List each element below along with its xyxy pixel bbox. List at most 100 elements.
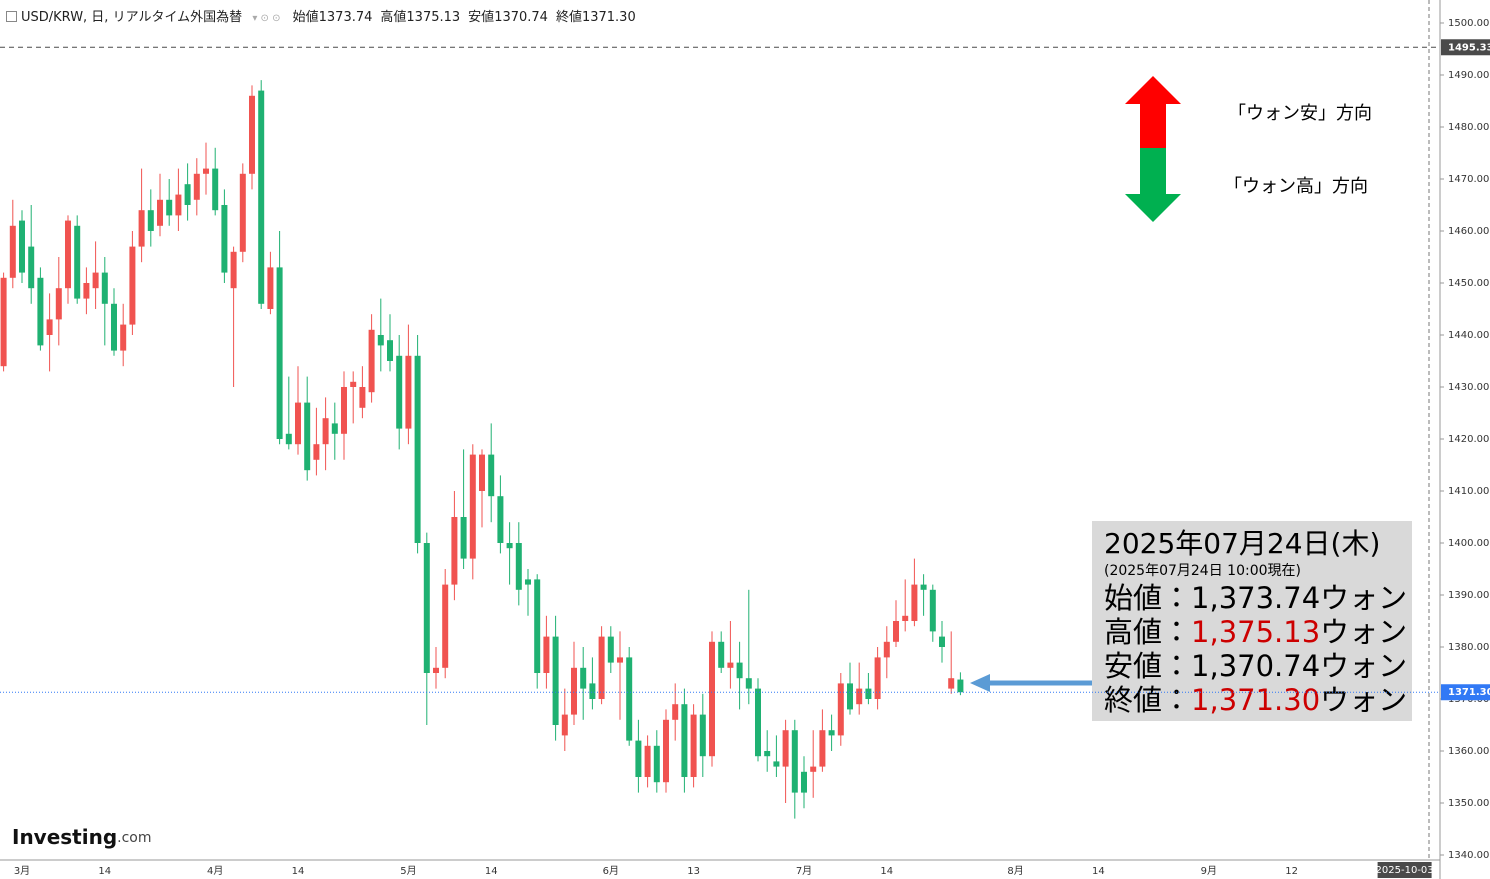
info-label: 安値 — [1104, 649, 1162, 683]
x-tick-label: 8月 — [1007, 865, 1023, 877]
y-tick-label: 1380.00 — [1448, 642, 1489, 653]
info-label: 高値 — [1104, 615, 1162, 649]
candle-body — [166, 199, 173, 216]
candle-body — [451, 516, 458, 585]
candle-body — [571, 667, 577, 715]
candle-body — [727, 662, 734, 668]
y-tick-label: 1400.00 — [1448, 538, 1489, 549]
candle-body — [488, 454, 495, 497]
candle-body — [837, 683, 844, 736]
info-unit: ウォン — [1320, 683, 1407, 717]
x-tick-label: 14 — [1092, 866, 1105, 877]
candle-body — [580, 667, 587, 689]
info-value: 1,370.74 — [1191, 649, 1320, 683]
candle-body — [828, 730, 835, 736]
info-note: (2025年07月24日 10:00現在) — [1104, 563, 1301, 579]
candle-body — [111, 303, 117, 351]
info-value: 1,375.13 — [1191, 615, 1320, 649]
candle-body — [902, 615, 909, 622]
icons[interactable]: ▾ ⊙ ⊙ — [252, 13, 281, 24]
x-tick-label: 5月 — [400, 865, 416, 877]
x-tick-label: 6月 — [603, 865, 619, 877]
candle-body — [193, 173, 200, 200]
candle-body — [911, 584, 918, 622]
candle-body — [203, 168, 209, 174]
candle-body — [782, 730, 789, 767]
down-arrow — [1125, 148, 1181, 222]
candle-body — [267, 267, 274, 309]
candle-body — [479, 454, 485, 491]
candle-body — [285, 433, 292, 445]
price-label-box — [1441, 39, 1490, 56]
candle-body — [65, 220, 71, 289]
candle-body — [423, 542, 430, 674]
y-tick-label: 1460.00 — [1448, 226, 1489, 237]
y-tick-label: 1480.00 — [1448, 122, 1489, 133]
quote-value: 1370.74 — [494, 10, 548, 25]
candle-body — [19, 220, 25, 273]
candle-body — [9, 225, 16, 278]
candle-body — [552, 636, 559, 726]
x-tick-label: 12 — [1285, 866, 1298, 877]
info-value: 1,373.74 — [1191, 581, 1320, 615]
candle-body — [497, 496, 504, 543]
x-tick-label: 14 — [485, 866, 498, 877]
candle-body — [442, 584, 449, 668]
candle-body — [819, 730, 826, 767]
pointer-arrow-head — [970, 674, 990, 692]
candle-body — [341, 386, 347, 434]
candle-body — [939, 636, 945, 648]
symbol: USD/KRW, 日, リアルタイム外国為替 — [21, 10, 243, 25]
quote: 安値1370.74 — [468, 10, 548, 25]
up-text: 「ウォン安」方向 — [1228, 103, 1372, 124]
quotes: 始値1373.74 高値1375.13 安値1370.74 終値1371.30 — [285, 10, 636, 25]
candle-body — [92, 272, 99, 289]
candle-body — [387, 340, 393, 361]
quote-label: 高値 — [380, 10, 407, 25]
candle-body — [525, 579, 531, 585]
candle-body — [644, 745, 651, 778]
candle-body — [175, 194, 182, 216]
y-tick-label: 1390.00 — [1448, 590, 1489, 601]
candle-body — [322, 418, 329, 445]
candle-body — [865, 688, 872, 700]
x-tick-label: 3月 — [14, 865, 30, 877]
candle-body — [147, 210, 154, 231]
candle-body — [617, 657, 623, 663]
y-tick-label: 1470.00 — [1448, 174, 1489, 185]
info-value: 1,371.30 — [1191, 683, 1320, 717]
x-tick-label: 4月 — [207, 865, 223, 877]
down-text: 「ウォン高」方向 — [1224, 176, 1368, 197]
candle-body — [83, 282, 90, 299]
price-label: 1371.30 — [1448, 687, 1490, 698]
x-tick-label: 9月 — [1201, 865, 1217, 877]
candle-body — [377, 334, 384, 346]
quote-value: 1371.30 — [581, 10, 636, 25]
info-sep: ： — [1162, 581, 1191, 615]
candle-body — [598, 636, 605, 700]
candle-body — [847, 683, 853, 710]
candle-body — [948, 678, 955, 689]
quote-value: 1373.74 — [318, 10, 373, 25]
candle-body — [626, 657, 633, 741]
info-row: 高値：1,375.13ウォン — [1104, 615, 1407, 649]
info-unit: ウォン — [1320, 649, 1407, 683]
collapse-icon[interactable] — [6, 11, 17, 22]
candle-body — [258, 90, 265, 304]
candle-body — [773, 761, 780, 767]
quote-label: 始値 — [292, 10, 319, 25]
candle-body — [635, 740, 642, 778]
info-rows: 始値：1,373.74ウォン高値：1,375.13ウォン安値：1,370.74ウ… — [1104, 581, 1407, 717]
candle-body — [718, 641, 725, 668]
candle-body — [460, 516, 467, 559]
candle-body — [368, 329, 375, 393]
candle-body — [920, 584, 927, 590]
candle-body — [856, 688, 863, 705]
candle-body — [469, 454, 476, 559]
info-date: 2025年07月24日(木) — [1104, 527, 1380, 560]
candle-body — [276, 267, 283, 439]
candle-body — [801, 771, 807, 793]
info-sep: ： — [1162, 615, 1191, 649]
